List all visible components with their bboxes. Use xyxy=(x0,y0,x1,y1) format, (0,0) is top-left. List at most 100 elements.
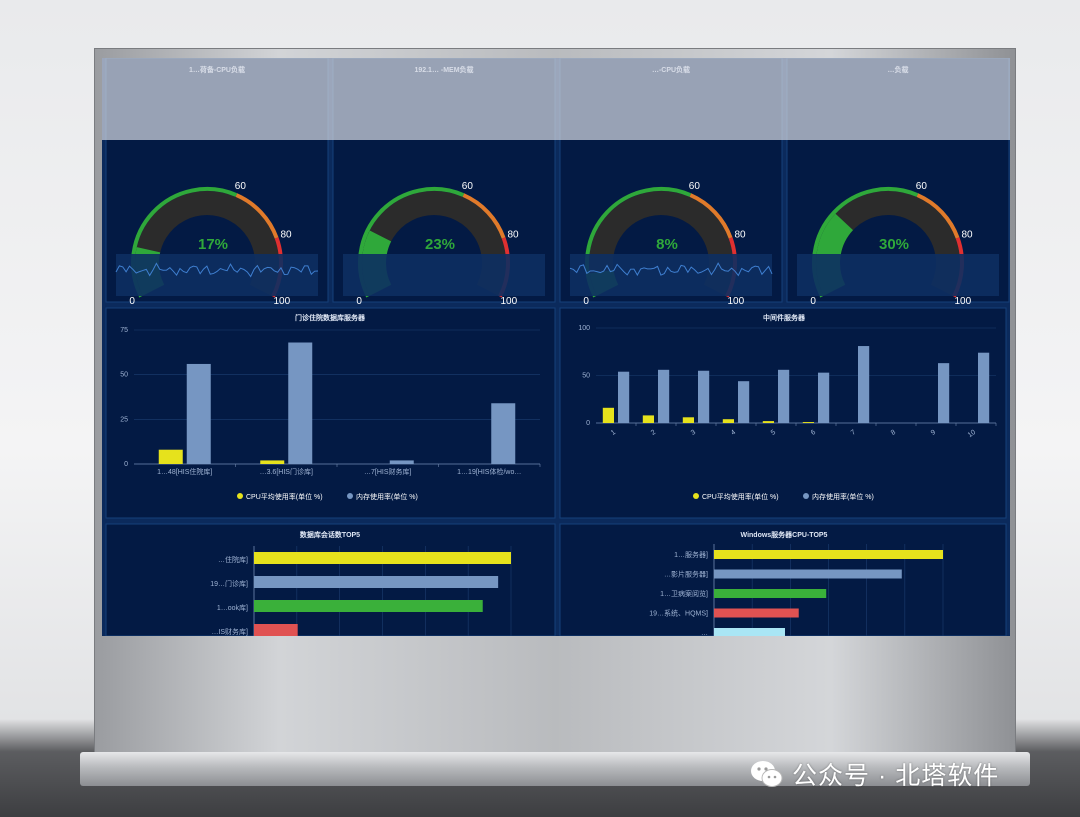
x-tick-label: 9 xyxy=(930,429,937,437)
gauge-scale-label: 0 xyxy=(810,296,816,307)
gauge-title: …-CPU负载 xyxy=(652,65,690,74)
mem-bar xyxy=(658,369,670,423)
legend-mem-swatch xyxy=(347,493,353,499)
x-tick-label: 6 xyxy=(810,429,817,437)
outpatient-bar-chart: 0 25 50 75 1…48[HIS住院库] …3.6[HIS门诊库] …7[HIS财务库… xyxy=(120,327,541,501)
cpu-bar xyxy=(722,419,734,423)
gauge-sparkline xyxy=(115,262,319,278)
gauge-scale-label: 100 xyxy=(955,296,972,307)
x-tick-label: 10 xyxy=(967,429,977,439)
hbar xyxy=(714,589,827,598)
gauge-history-strip xyxy=(797,254,999,296)
legend-cpu-swatch xyxy=(693,493,699,499)
cpu-bar xyxy=(642,415,654,423)
mem-bar xyxy=(938,363,950,423)
mem-bar xyxy=(738,381,750,423)
gauge-history-strip xyxy=(116,254,318,296)
hbar xyxy=(254,624,298,636)
y-tick-label: 0 xyxy=(124,461,128,468)
x-tick-label: 1…48[HIS住院库] xyxy=(157,467,212,476)
y-tick-label: 1…ook库] xyxy=(217,603,248,612)
gauge-scale-label: 80 xyxy=(734,230,746,241)
windows-cpu-panel-title: Windows服务器CPU-TOP5 xyxy=(741,530,828,539)
x-tick-label: 4 xyxy=(730,429,737,437)
mem-bar xyxy=(491,403,516,464)
gauge-band-orange xyxy=(462,193,506,239)
gauge-title: 1…荷备-CPU负载 xyxy=(189,65,245,74)
mem-bar xyxy=(618,371,630,423)
gauge-sparkline xyxy=(569,262,773,277)
dashboard-screen: 1…荷备-CPU负载 0 60 80 100 17% 192.1… -MEM负载 0 60 80 1… xyxy=(102,58,1010,636)
gauge-history-strip xyxy=(343,254,545,296)
gauge-value: 23% xyxy=(425,236,455,253)
gauge-scale-label: 60 xyxy=(916,181,928,192)
y-tick-label: …住院库] xyxy=(218,555,248,564)
gauge-scale-label: 80 xyxy=(507,230,519,241)
gauge-scale-label: 100 xyxy=(501,296,518,307)
gauge-scale-label: 100 xyxy=(274,296,291,307)
windows-cpu-bar-chart: 1…服务器]…影片服务器]1…卫病案阅览]19…系统、HQMS]… xyxy=(649,544,944,636)
x-tick-label: 2 xyxy=(650,429,657,437)
y-tick-label: … xyxy=(701,630,708,636)
gauge-band-orange xyxy=(689,193,733,239)
legend-cpu-swatch xyxy=(237,493,243,499)
gauge-band-orange xyxy=(916,193,960,239)
y-tick-label: 19…门诊库] xyxy=(210,579,248,588)
mem-bar xyxy=(288,342,313,464)
mem-bar xyxy=(818,372,830,423)
x-tick-label: 1 xyxy=(610,429,617,437)
x-tick-label: 7 xyxy=(850,429,857,437)
hbar xyxy=(714,550,943,559)
y-tick-label: 1…卫病案阅览] xyxy=(660,589,708,598)
middleware-panel-title: 中间件服务器 xyxy=(763,313,806,322)
gauge-scale-label: 60 xyxy=(235,181,247,192)
cpu-bar xyxy=(682,417,694,423)
y-tick-label: …影片服务器] xyxy=(664,570,708,579)
db-sessions-bar-chart: …住院库] 19…门诊库] 1…ook库] …IS财务库] xyxy=(210,546,512,636)
mem-bar xyxy=(698,370,710,423)
gauge-value: 17% xyxy=(198,236,228,253)
legend-mem-label: 内存使用率(单位 %) xyxy=(356,492,418,501)
gauge-scale-label: 0 xyxy=(583,296,589,307)
gauge-scale-label: 100 xyxy=(728,296,745,307)
gauge-history-strip xyxy=(570,254,772,296)
y-tick-label: …IS财务库] xyxy=(211,627,248,636)
display-stand-base xyxy=(80,752,1030,786)
cpu-bar xyxy=(158,449,183,464)
middleware-bar-chart: 0 50 100 1 2 3 4 5 6 7 8 9 10 CPU平均使用率(单位 %) 内存使用率(单位 … xyxy=(578,325,997,501)
hbar xyxy=(714,628,785,636)
y-tick-label: 0 xyxy=(586,420,590,427)
outpatient-panel-title: 门诊住院数据库服务器 xyxy=(295,313,366,322)
mem-bar xyxy=(778,369,790,423)
y-tick-label: 100 xyxy=(578,325,590,332)
gauge-value: 30% xyxy=(879,236,909,253)
x-tick-label: 5 xyxy=(770,429,777,437)
mem-bar xyxy=(858,346,870,423)
legend-mem-swatch xyxy=(803,493,809,499)
watermark-text: 公众号 · 北塔软件 xyxy=(792,762,1000,790)
gauge-scale-label: 80 xyxy=(280,230,292,241)
mem-bar xyxy=(978,352,990,423)
x-tick-label: 8 xyxy=(890,429,897,437)
y-tick-label: 50 xyxy=(582,373,590,380)
hbar xyxy=(254,552,511,564)
wechat-icon xyxy=(750,759,784,789)
gauge-scale-label: 0 xyxy=(129,296,135,307)
y-tick-label: 19…系统、HQMS] xyxy=(649,609,708,618)
cpu-bar xyxy=(762,421,774,423)
y-tick-label: 25 xyxy=(120,416,128,423)
y-tick-label: 75 xyxy=(120,327,128,334)
hbar xyxy=(714,608,799,618)
legend-cpu-label: CPU平均使用率(单位 %) xyxy=(702,492,779,501)
mem-bar xyxy=(186,363,211,464)
db-sessions-panel-title: 数据库会话数TOP5 xyxy=(300,530,360,539)
legend-mem-label: 内存使用率(单位 %) xyxy=(812,492,874,501)
outpatient-panel xyxy=(105,307,556,519)
legend-cpu-label: CPU平均使用率(单位 %) xyxy=(246,492,323,501)
hbar xyxy=(714,569,902,579)
gauge-scale-label: 60 xyxy=(689,181,701,192)
gauge-value: 8% xyxy=(656,236,678,253)
hbar xyxy=(254,600,483,612)
cpu-bar xyxy=(802,422,814,423)
gauge-scale-label: 0 xyxy=(356,296,362,307)
